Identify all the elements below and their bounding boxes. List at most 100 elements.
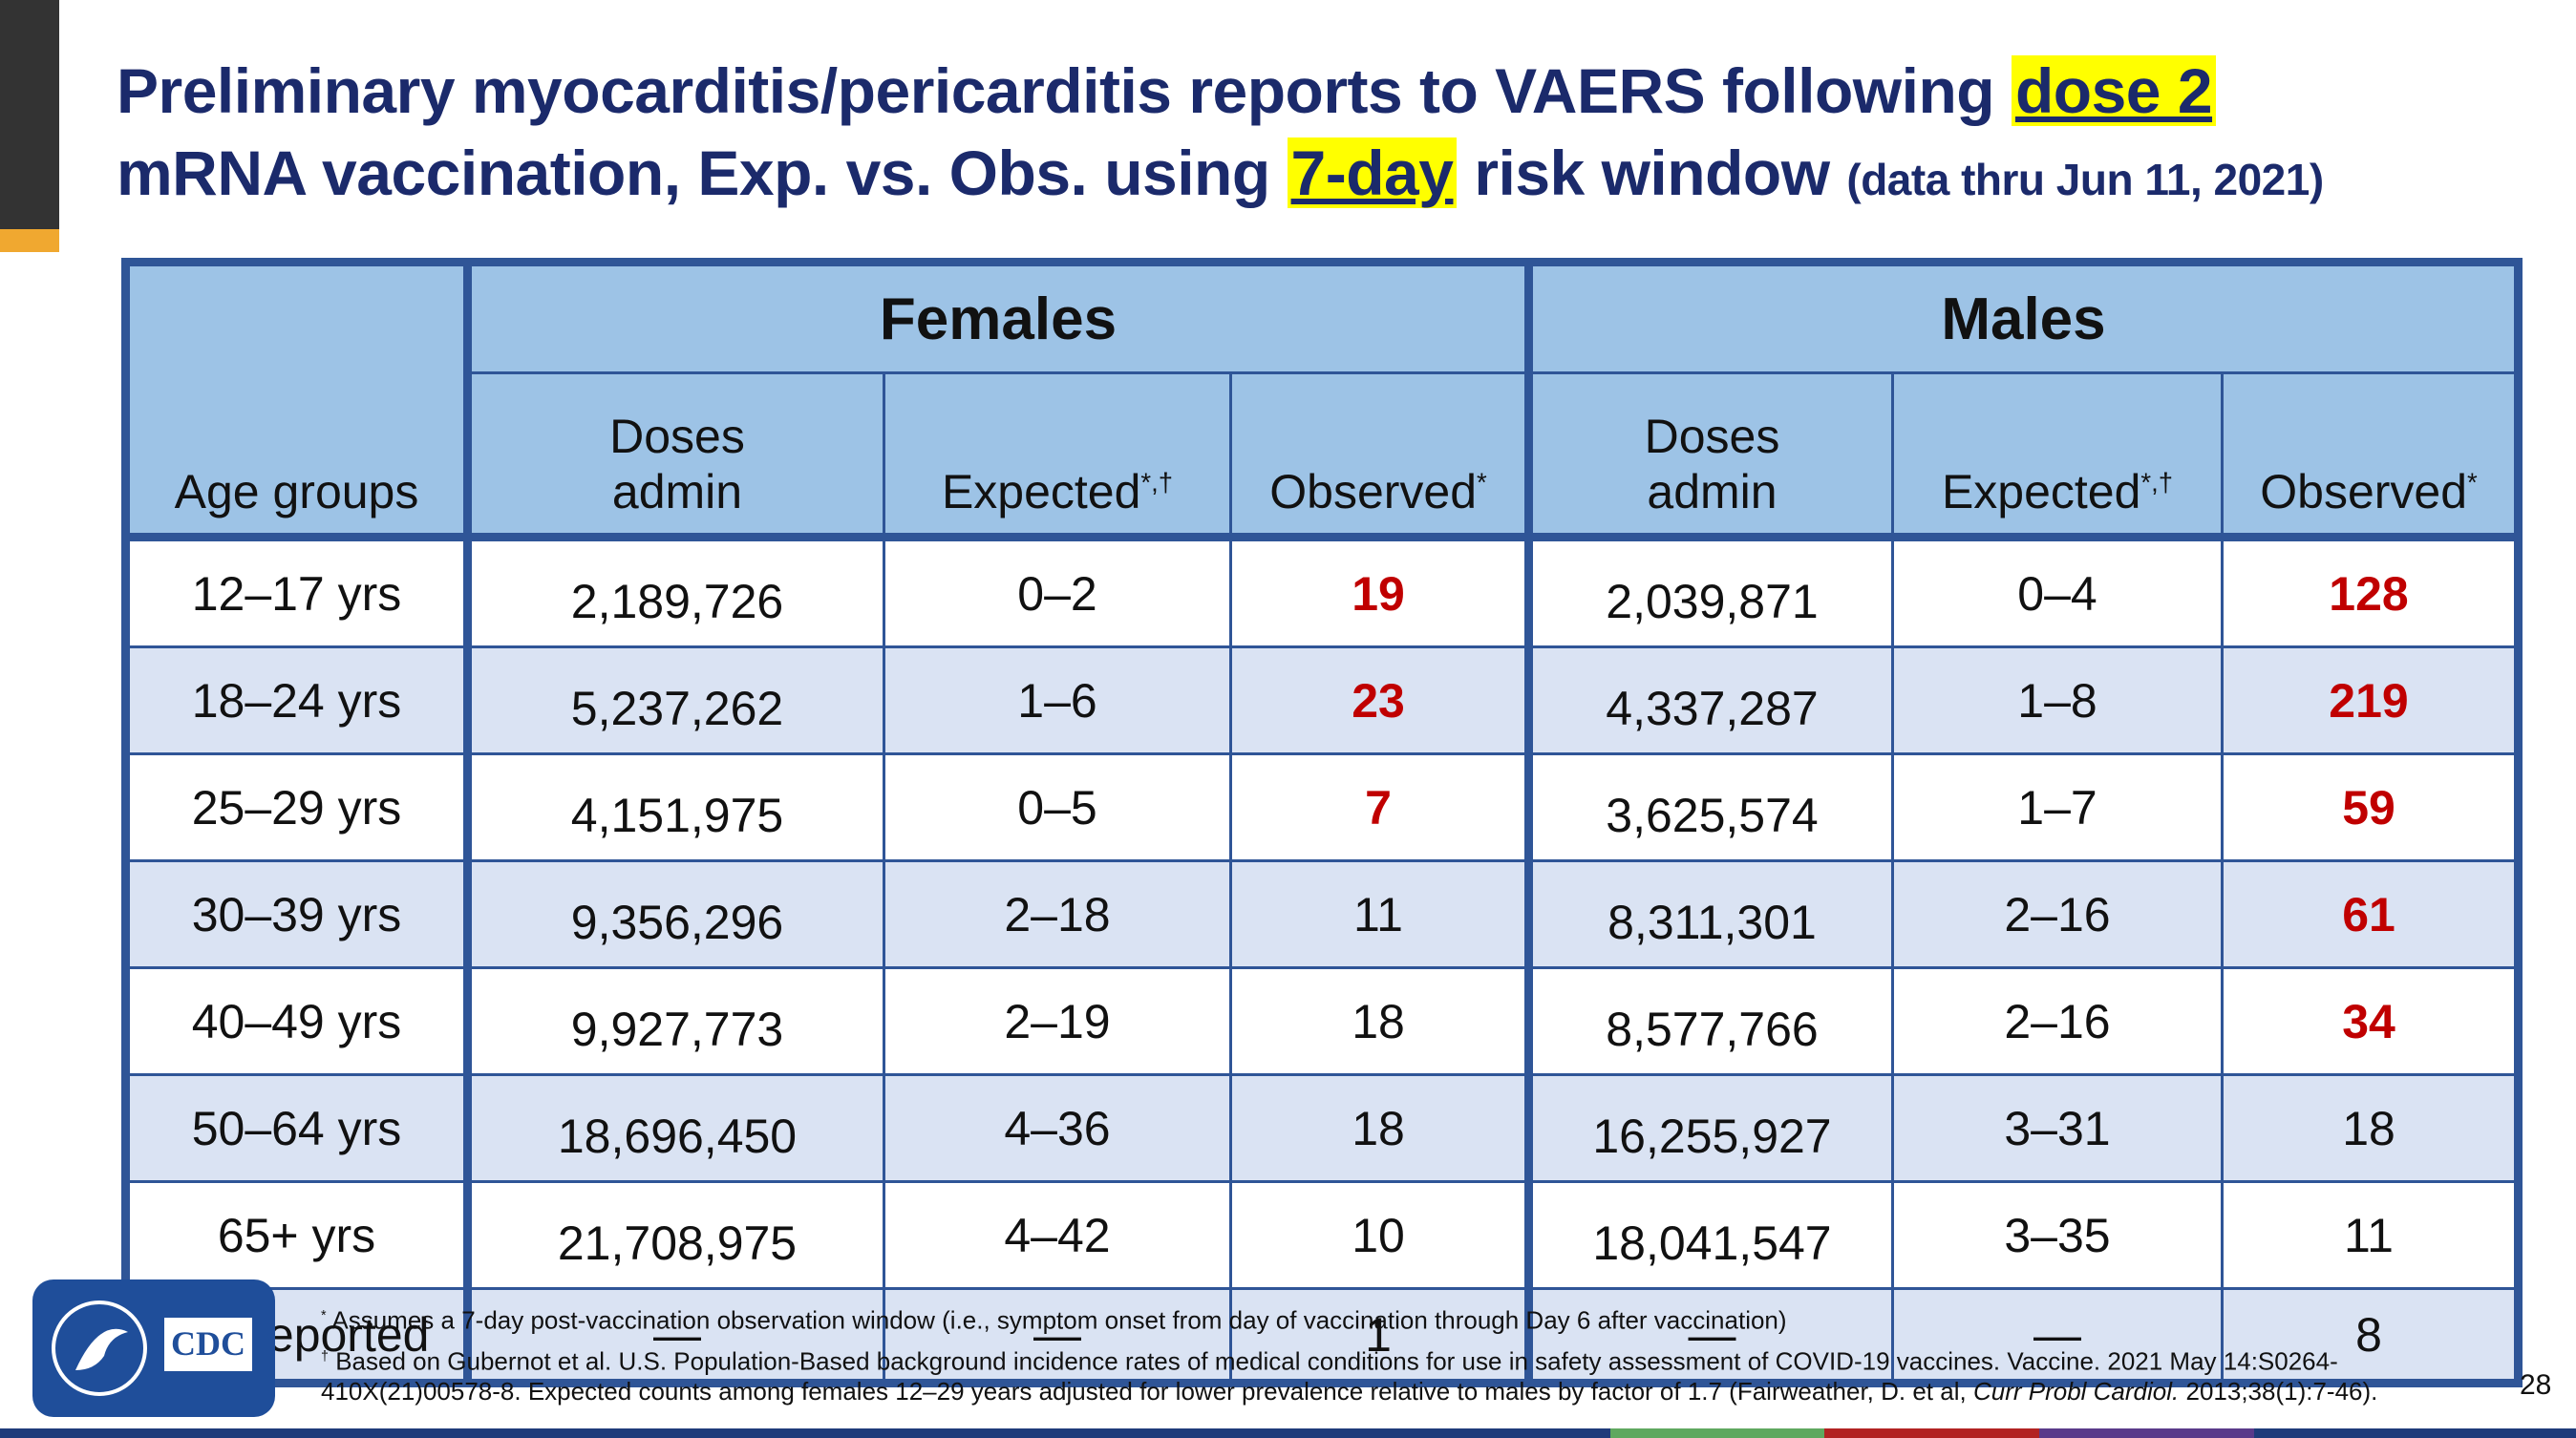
doses-cell: 4,337,287: [1527, 645, 1894, 755]
expected-cell: 2–16: [1891, 859, 2224, 969]
expected-cell: 0–2: [883, 536, 1232, 648]
data-row: 50–64 yrs 18,696,450 4–36 18 16,255,927 3–31 1…: [124, 1073, 2520, 1183]
data-row: 40–49 yrs 9,927,773 2–19 18 8,577,766 2–16 34: [124, 966, 2520, 1076]
page-number: 28: [2520, 1369, 2552, 1401]
age-cell: 12–17 yrs: [124, 536, 472, 648]
column-header: Expected*,†: [1891, 371, 2224, 541]
expected-cell: 2–18: [883, 859, 1232, 969]
header-text: Age groups: [174, 465, 419, 518]
title-highlight: 7-day: [1287, 137, 1458, 208]
column-sup: *: [2467, 466, 2478, 497]
expected-cell: 3–35: [1891, 1180, 2224, 1290]
data-row: 65+ yrs 21,708,975 4–42 10 18,041,547 3–35 11: [124, 1180, 2520, 1290]
stripe: [1609, 1428, 1825, 1438]
expected-cell: 4–36: [883, 1073, 1232, 1183]
title-note: (data thru Jun 11, 2021): [1846, 155, 2324, 204]
column-header: Doses admin: [466, 371, 885, 541]
column-label: Expected: [1941, 464, 2141, 518]
doses-cell: 8,311,301: [1527, 859, 1894, 969]
observed-cell: 61: [2221, 859, 2520, 969]
data-row: 30–39 yrs 9,356,296 2–18 11 8,311,301 2–16 61: [124, 859, 2520, 969]
observed-cell: 128: [2221, 536, 2520, 648]
doses-cell: 2,039,871: [1527, 536, 1894, 648]
logo-bg: [32, 1279, 275, 1417]
doses-cell: 18,696,450: [466, 1073, 885, 1183]
age-cell: 30–39 yrs: [124, 859, 472, 969]
doses-cell: 9,927,773: [466, 966, 885, 1076]
group-header: Females: [466, 261, 1533, 374]
expected-cell: 1–6: [883, 645, 1232, 755]
column-sup: *,†: [2140, 466, 2174, 497]
data-row: 12–17 yrs 2,189,726 0–2 19 2,039,871 0–4 128: [124, 536, 2520, 648]
observed-cell: 8: [2221, 1287, 2520, 1385]
age-cell: 50–64 yrs: [124, 1073, 472, 1183]
column-label: Doses admin: [609, 410, 745, 518]
stripe: [2253, 1428, 2576, 1438]
observed-cell: 18: [1229, 966, 1533, 1076]
footnote-mark: *: [321, 1308, 327, 1323]
footnote: † Based on Gubernot et al. U.S. Populati…: [321, 1342, 2480, 1407]
doses-cell: 16,255,927: [1527, 1073, 1894, 1183]
hhs-eagle: [75, 1328, 128, 1370]
observed-cell: 11: [1229, 859, 1533, 969]
bottom-stripe: [0, 1428, 2576, 1438]
data-table: Age groups Females Males Doses admin Expecte…: [121, 258, 2523, 1387]
observed-cell: 219: [2221, 645, 2520, 755]
observed-cell: 59: [2221, 752, 2520, 862]
title-text: Preliminary myocarditis/pericarditis rep…: [117, 55, 1995, 126]
column-label: Observed: [1269, 464, 1478, 518]
side-bar: [0, 0, 59, 229]
column-header: Observed*: [2221, 371, 2520, 541]
footnote-text: Based on Gubernot et al. U.S. Population…: [321, 1346, 2338, 1406]
header-row: Doses admin Expected*,† Observed* Doses adm…: [126, 371, 2520, 541]
expected-cell: 1–8: [1891, 645, 2224, 755]
doses-cell: 8,577,766: [1527, 966, 1894, 1076]
doses-cell: 4,151,975: [466, 752, 885, 862]
doses-cell: 21,708,975: [466, 1180, 885, 1290]
age-cell: 25–29 yrs: [124, 752, 472, 862]
observed-cell: 18: [2221, 1073, 2520, 1183]
header-row: Age groups Females Males: [124, 261, 2520, 541]
side-accent: [0, 229, 59, 252]
footnote-mark: †: [321, 1348, 329, 1364]
observed-cell: 19: [1229, 536, 1533, 648]
expected-cell: —: [1891, 1287, 2224, 1385]
data-row: 18–24 yrs 5,237,262 1–6 23 4,337,287 1–8 219: [124, 645, 2520, 755]
hhs-seal: [52, 1301, 147, 1396]
cdc-box: [164, 1318, 252, 1371]
cdc-text: CDC: [171, 1324, 245, 1363]
stripe: [2039, 1428, 2254, 1438]
age-header: Age groups: [124, 261, 472, 541]
stripe: [1824, 1428, 2040, 1438]
doses-cell: 18,041,547: [1527, 1180, 1894, 1290]
column-label: Observed: [2260, 464, 2468, 518]
age-cell: 40–49 yrs: [124, 966, 472, 1076]
column-sup: *,†: [1140, 466, 1174, 497]
observed-cell: 11: [2221, 1180, 2520, 1290]
doses-cell: —: [466, 1287, 885, 1385]
expected-cell: 0–4: [1891, 536, 2224, 648]
footnotes: * Assumes a 7-day post-vaccination obser…: [321, 1301, 2480, 1412]
expected-cell: —: [883, 1287, 1232, 1385]
expected-cell: 3–31: [1891, 1073, 2224, 1183]
doses-cell: 5,237,262: [466, 645, 885, 755]
observed-cell: 10: [1229, 1180, 1533, 1290]
column-label: Doses admin: [1644, 410, 1780, 518]
observed-cell: 1: [1229, 1287, 1533, 1385]
group-header: Males: [1527, 261, 2520, 374]
footnote-text: 2013;38(1):7-46).: [2185, 1377, 2378, 1406]
expected-cell: 0–5: [883, 752, 1232, 862]
age-cell: 65+ yrs: [124, 1180, 472, 1290]
expected-cell: 2–16: [1891, 966, 2224, 1076]
doses-cell: —: [1527, 1287, 1894, 1385]
observed-cell: 34: [2221, 966, 2520, 1076]
observed-cell: 7: [1229, 752, 1533, 862]
footnote: * Assumes a 7-day post-vaccination obser…: [321, 1301, 2480, 1336]
doses-cell: 9,356,296: [466, 859, 885, 969]
doses-cell: 2,189,726: [466, 536, 885, 648]
title-highlight: dose 2: [2011, 55, 2217, 126]
observed-cell: 18: [1229, 1073, 1533, 1183]
footnote-text: Assumes a 7-day post-vaccination observa…: [331, 1305, 1787, 1335]
title-text: mRNA vaccination, Exp. vs. Obs. using: [117, 137, 1270, 208]
